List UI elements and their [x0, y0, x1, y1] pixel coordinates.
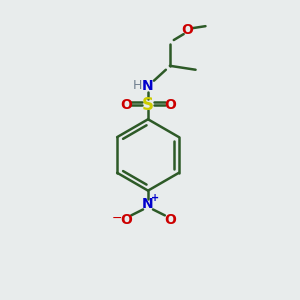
- Text: N: N: [142, 197, 154, 212]
- Text: O: O: [164, 213, 176, 227]
- Text: O: O: [164, 98, 176, 112]
- Text: N: N: [142, 79, 154, 93]
- Text: H: H: [132, 79, 142, 92]
- Text: −: −: [112, 212, 123, 225]
- Text: O: O: [120, 213, 132, 227]
- Text: S: S: [142, 96, 154, 114]
- Text: O: O: [182, 23, 194, 37]
- Text: O: O: [120, 98, 132, 112]
- Text: +: +: [151, 193, 159, 202]
